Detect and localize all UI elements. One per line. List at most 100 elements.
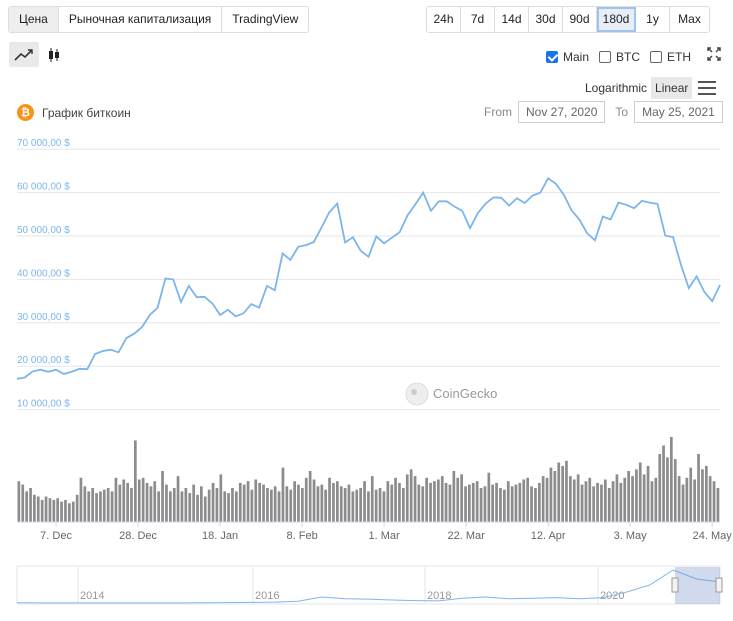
line-chart-button[interactable] xyxy=(9,42,39,67)
volume-bar xyxy=(596,482,599,522)
volume-bar xyxy=(29,488,32,522)
range-14d[interactable]: 14d xyxy=(495,7,529,32)
volume-bar xyxy=(693,479,696,522)
volume-bar xyxy=(99,491,102,522)
btc-checkbox[interactable] xyxy=(599,51,612,63)
volume-bar xyxy=(289,489,293,522)
volume-bar xyxy=(254,479,258,522)
volume-bar xyxy=(223,491,227,522)
navigator[interactable]: 2014 2016 2018 2020 xyxy=(16,565,723,605)
toggle-eth-label: ETH xyxy=(667,50,692,64)
volume-bar xyxy=(308,471,312,522)
navigator-selection[interactable] xyxy=(675,567,720,604)
volume-bar xyxy=(712,481,716,522)
to-date-input[interactable]: May 25, 2021 xyxy=(634,101,723,123)
y-tick-label: 40 000,00 $ xyxy=(17,268,70,279)
x-tick-label: 18. Jan xyxy=(202,530,238,542)
navigator-line xyxy=(16,569,721,604)
volume-bar xyxy=(60,501,63,522)
range-max[interactable]: Max xyxy=(678,12,701,26)
volume-bar xyxy=(530,486,533,522)
volume-bar xyxy=(367,491,370,522)
range-180d[interactable]: 180d xyxy=(597,7,636,32)
main-checkbox[interactable] xyxy=(546,51,558,63)
volume-bar xyxy=(417,484,421,522)
range-24h[interactable]: 24h xyxy=(427,7,461,32)
volume-bar xyxy=(258,482,261,522)
price-chart[interactable]: 10 000,00 $ 20 000,00 $ 30 000,00 $ 40 000,… xyxy=(0,130,733,621)
volume-bar xyxy=(106,488,110,522)
volume-bar xyxy=(134,440,137,522)
x-axis-labels: 7. Dec 28. Dec 18. Jan 8. Feb 1. Mar 22. Mar 1… xyxy=(40,522,732,542)
y-tick-label: 50 000,00 $ xyxy=(17,225,70,236)
volume-bar xyxy=(623,477,627,522)
scale-logarithmic[interactable]: Logarithmic xyxy=(585,81,648,95)
navigator-handle-right[interactable] xyxy=(715,577,723,593)
toggle-btc[interactable]: BTC xyxy=(599,50,640,64)
candlestick-chart-button[interactable] xyxy=(39,42,69,67)
volume-bar xyxy=(285,486,289,522)
volume-bar xyxy=(95,493,98,522)
volume-bar xyxy=(250,489,254,522)
range-90d[interactable]: 90d xyxy=(563,7,597,32)
volume-bar xyxy=(382,491,386,522)
range-1y[interactable]: 1y xyxy=(636,7,670,32)
volume-bar xyxy=(75,494,79,522)
tab-market-cap[interactable]: Рыночная капитализация xyxy=(59,7,223,32)
volume-bar xyxy=(227,493,230,522)
volume-bar xyxy=(165,484,168,522)
from-date-input[interactable]: Nov 27, 2020 xyxy=(518,101,606,123)
x-tick-label: 7. Dec xyxy=(40,530,72,542)
volume-bar xyxy=(246,481,250,522)
y-tick-label: 70 000,00 $ xyxy=(17,138,70,149)
volume-bar xyxy=(386,481,390,522)
volume-bar xyxy=(471,482,475,522)
toggle-main[interactable]: Main xyxy=(546,50,589,64)
volume-bar xyxy=(293,481,296,522)
range-30d[interactable]: 30d xyxy=(529,7,563,32)
volume-bar xyxy=(437,479,440,522)
hamburger-menu-icon[interactable] xyxy=(698,81,717,95)
price-line-series xyxy=(16,176,721,380)
range-7d[interactable]: 7d xyxy=(461,7,495,32)
volume-bar xyxy=(390,484,394,522)
volume-bar xyxy=(273,486,277,522)
volume-bar xyxy=(231,488,234,522)
volume-bar xyxy=(336,481,339,522)
navigator-handle-left[interactable] xyxy=(671,577,679,593)
fullscreen-button[interactable] xyxy=(704,44,724,64)
volume-bar xyxy=(522,479,526,522)
volume-bar xyxy=(137,479,141,522)
toggle-eth[interactable]: ETH xyxy=(650,50,691,64)
volume-bar xyxy=(569,476,572,522)
volume-bar xyxy=(565,460,568,522)
tab-price[interactable]: Цена xyxy=(9,7,59,32)
chart-title-text: График биткоин xyxy=(42,105,131,120)
volume-bar xyxy=(673,459,677,522)
volume-bar xyxy=(685,477,689,522)
volume-bar xyxy=(429,482,432,522)
volume-bar xyxy=(666,457,669,522)
volume-bar xyxy=(487,472,491,522)
volume-bar xyxy=(705,465,708,522)
volume-bar xyxy=(646,465,650,522)
volume-bar xyxy=(510,486,514,522)
chart-title: ₿ График биткоин xyxy=(17,104,131,121)
volume-bar xyxy=(17,481,21,522)
volume-bar xyxy=(157,491,160,522)
y-tick-label: 60 000,00 $ xyxy=(17,182,70,193)
volume-bar xyxy=(355,489,359,522)
volume-bar xyxy=(619,482,623,522)
volume-bar xyxy=(588,477,592,522)
volume-bar xyxy=(312,479,316,522)
volume-bar xyxy=(662,445,665,522)
eth-checkbox[interactable] xyxy=(650,51,663,63)
volume-bar xyxy=(91,488,94,522)
volume-bar xyxy=(200,486,203,522)
scale-linear[interactable]: Linear xyxy=(651,77,693,99)
bitcoin-icon: ₿ xyxy=(17,104,34,121)
tab-tradingview[interactable]: TradingView xyxy=(232,12,299,26)
chart-type-selector xyxy=(9,42,69,67)
volume-bar xyxy=(464,486,467,522)
volume-bar xyxy=(242,484,246,522)
